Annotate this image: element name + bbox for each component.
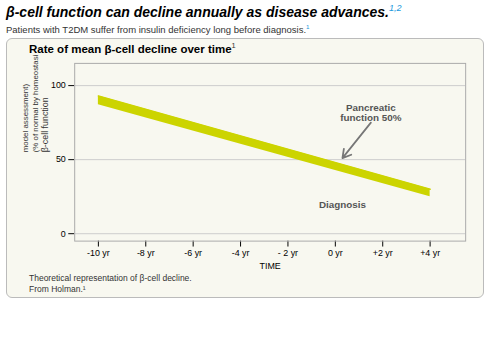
svg-text:-8 yr: -8 yr [137, 249, 155, 259]
svg-text:+4 yr: +4 yr [420, 249, 440, 259]
svg-text:β-cell function: β-cell function [40, 98, 50, 153]
svg-text:(% of normal by homeostasis: (% of normal by homeostasis [31, 55, 40, 152]
html-text:β-cell function can decline an: β-cell function can decline annually as … [6, 3, 402, 20]
html-text:Rate of mean β-cell decline ov: Rate of mean β-cell decline over time1 [29, 41, 236, 56]
svg-text:TIME: TIME [260, 261, 281, 271]
svg-text:+2 yr: +2 yr [373, 249, 393, 259]
svg-text:-10 yr: -10 yr [87, 249, 110, 259]
svg-text:- 2 yr: - 2 yr [278, 249, 298, 259]
svg-text:50: 50 [56, 155, 66, 165]
svg-text:Pancreaticfunction 50%: Pancreaticfunction 50% [340, 102, 402, 123]
svg-text:model assessment): model assessment) [21, 84, 30, 153]
html-text:Patients with T2DM suffer from: Patients with T2DM suffer from insulin d… [6, 23, 310, 36]
html-text:Theoretical representation of: Theoretical representation of β-cell dec… [29, 272, 192, 283]
svg-text:0 yr: 0 yr [328, 249, 343, 259]
html-text:From Holman.¹: From Holman.¹ [29, 283, 86, 294]
svg-text:0: 0 [61, 229, 66, 239]
svg-text:-6 yr: -6 yr [184, 249, 202, 259]
svg-text:100: 100 [51, 81, 66, 91]
svg-text:-4 yr: -4 yr [232, 249, 250, 259]
svg-text:Diagnosis: Diagnosis [319, 199, 367, 210]
